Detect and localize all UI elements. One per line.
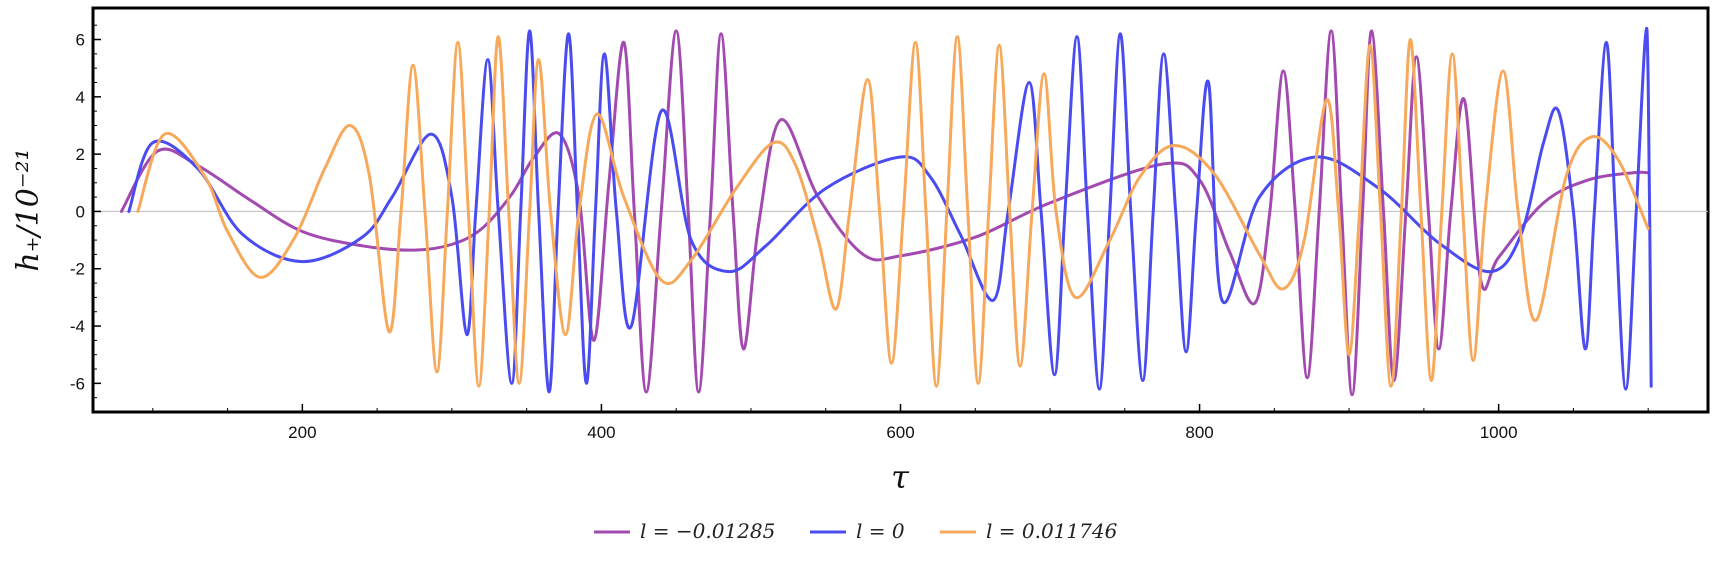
legend-label-2: l = 0	[856, 519, 905, 543]
plot-frame	[91, 6, 1710, 414]
series-line-3	[136, 35, 1650, 388]
series-line-2	[127, 26, 1653, 394]
legend: l = −0.01285 l = 0 l = 0.011746	[594, 519, 1118, 543]
series-lines	[119, 26, 1653, 397]
y-axis-title: h₊/10⁻²¹	[11, 148, 46, 271]
y-tick-label: -6	[70, 374, 85, 393]
x-axis-title: τ	[891, 458, 910, 496]
x-tick-label: 800	[1185, 423, 1213, 442]
x-tick-label: 400	[587, 423, 615, 442]
y-tick-label: 2	[76, 145, 85, 164]
legend-label-1: l = −0.01285	[640, 519, 775, 543]
y-tick-label: -4	[70, 317, 85, 336]
x-tick-label: 1000	[1480, 423, 1518, 442]
y-axis-ticks: -6 -4 -2 0 2 4 6	[70, 24, 101, 399]
x-tick-label: 600	[886, 423, 914, 442]
y-tick-label: -2	[70, 260, 85, 279]
y-tick-label: 0	[76, 202, 85, 221]
x-axis-ticks: 200 400 600 800 1000	[152, 404, 1649, 442]
y-tick-label: 4	[76, 88, 85, 107]
legend-label-3: l = 0.011746	[986, 519, 1118, 543]
series-line-1	[119, 29, 1650, 397]
plot-border	[91, 6, 1710, 414]
x-tick-label: 200	[288, 423, 316, 442]
y-tick-label: 6	[76, 31, 85, 50]
